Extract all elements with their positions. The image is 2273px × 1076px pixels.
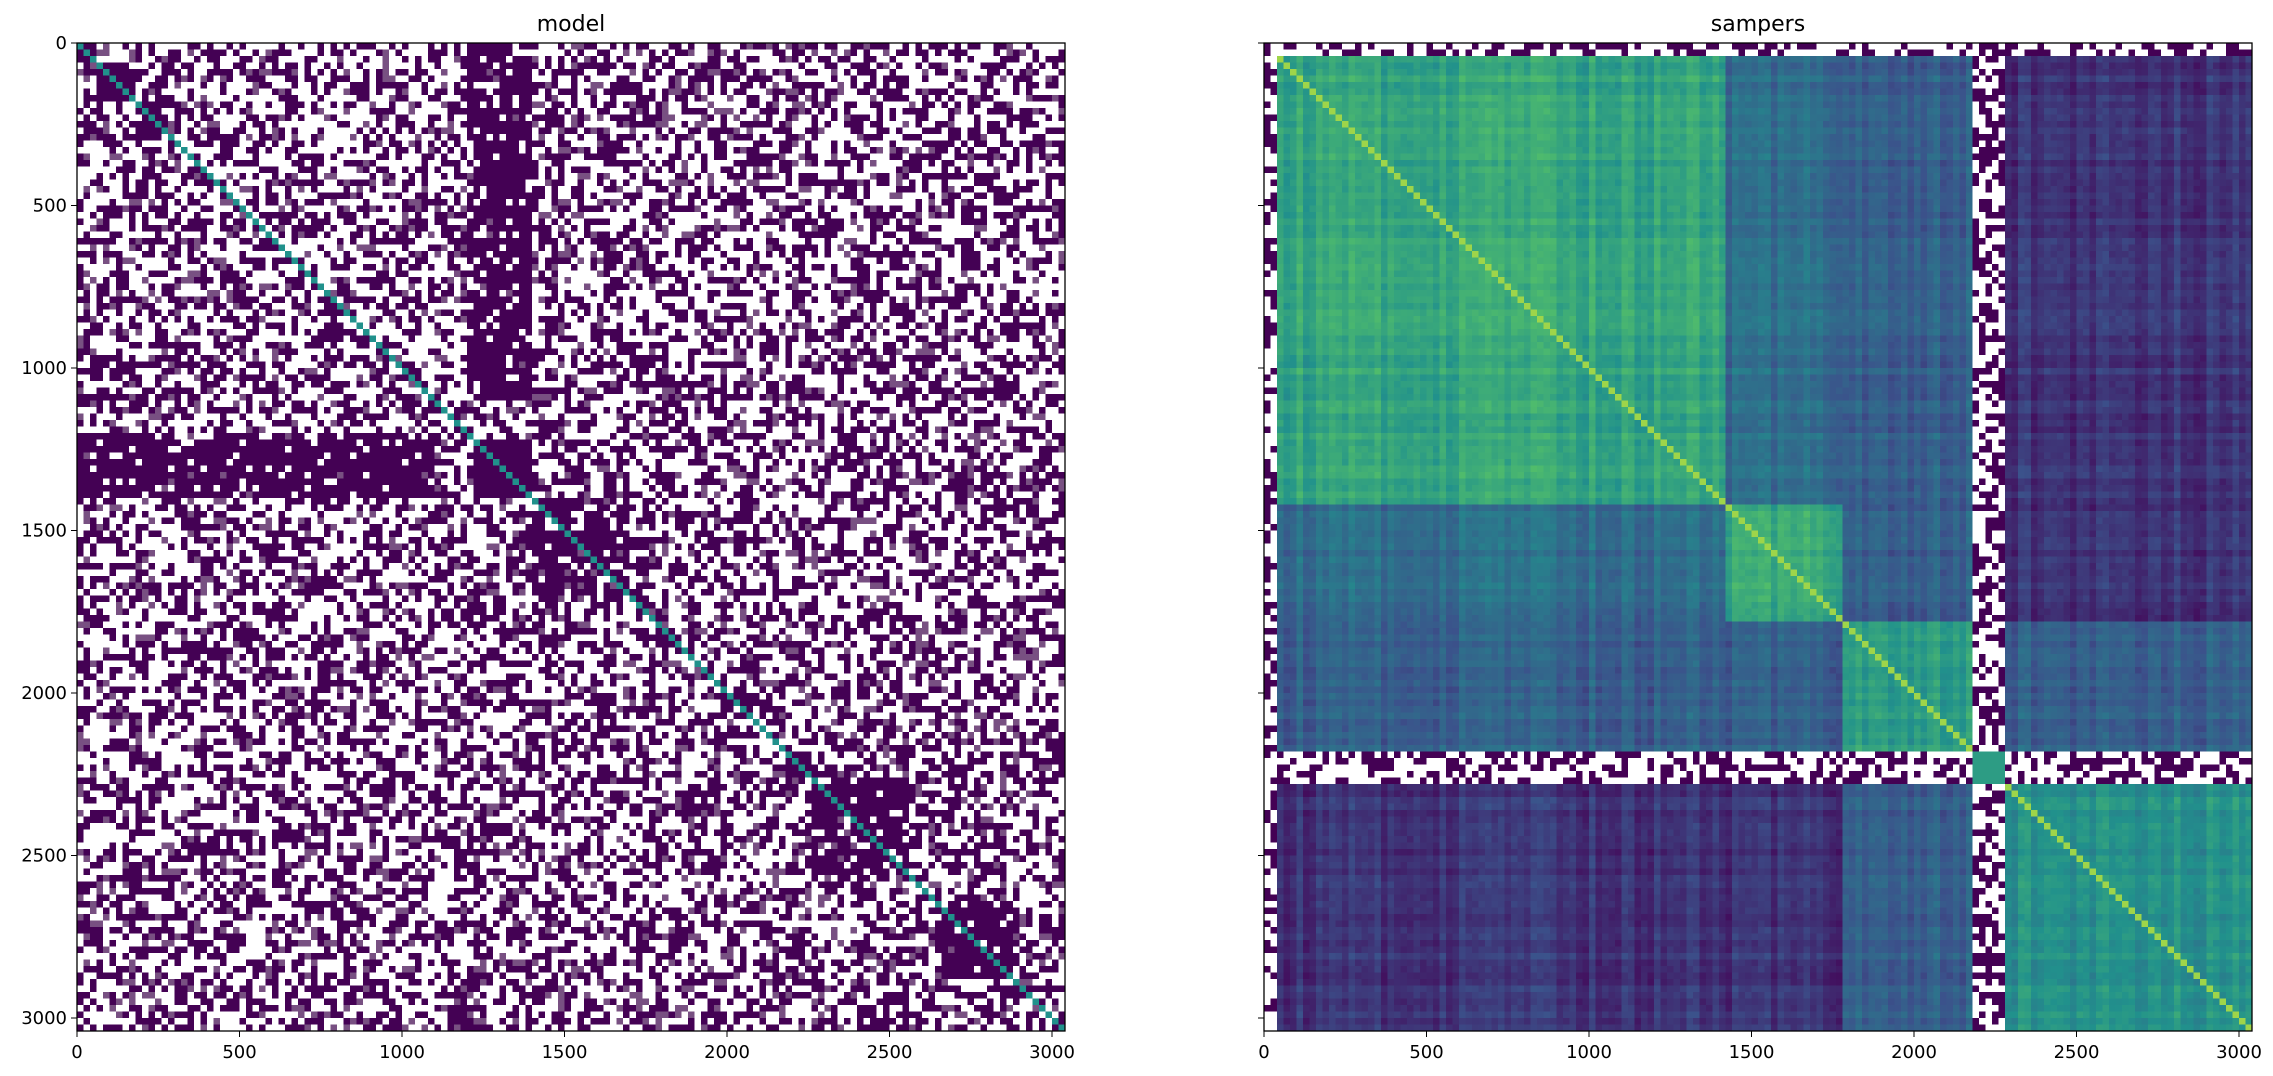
y-tick-label: 0 [56,33,67,54]
x-tick-label: 1500 [542,1042,588,1063]
x-tick-label: 1500 [1729,1042,1775,1063]
y-tick-label: 3000 [21,1008,67,1029]
y-tick-label: 2500 [21,846,67,867]
x-tick-label: 2000 [704,1042,750,1063]
x-tick-label: 1000 [1566,1042,1612,1063]
x-tick-label: 500 [222,1042,256,1063]
x-tick-label: 500 [1409,1042,1443,1063]
x-tick-label: 1000 [379,1042,425,1063]
x-tick-label: 3000 [1029,1042,1075,1063]
y-tick-label: 2000 [21,683,67,704]
x-tick-label: 2000 [1891,1042,1937,1063]
x-tick-label: 0 [1258,1042,1269,1063]
y-tick-label: 1000 [21,358,67,379]
heatmap-image [77,43,1065,1031]
heatmap-image [1264,43,2252,1031]
chart-title-model: model [537,12,606,37]
x-tick-label: 3000 [2216,1042,2262,1063]
panel-model: model 0 500 1000 1500 2000 2500 30000500100015… [21,12,1075,1063]
chart-title-sampers: sampers [1711,12,1805,37]
x-tick-label: 2500 [867,1042,913,1063]
axis-ticks-sampers: 0 500 1000 1500 2000 2500 3000 [1258,42,2262,1063]
axes-frame-model [76,42,1066,1032]
axes-frame-sampers [1263,42,2253,1032]
y-tick-label: 500 [33,196,67,217]
heatmap-sampers [1264,43,2252,1031]
axis-ticks-model: 0 500 1000 1500 2000 2500 30000500100015002000… [21,33,1075,1063]
x-tick-label: 2500 [2054,1042,2100,1063]
heatmap-model [77,43,1065,1031]
x-tick-label: 0 [71,1042,82,1063]
y-tick-label: 1500 [21,521,67,542]
panel-sampers: sampers 0 500 1000 1500 2000 2500 3000 [1258,12,2262,1063]
